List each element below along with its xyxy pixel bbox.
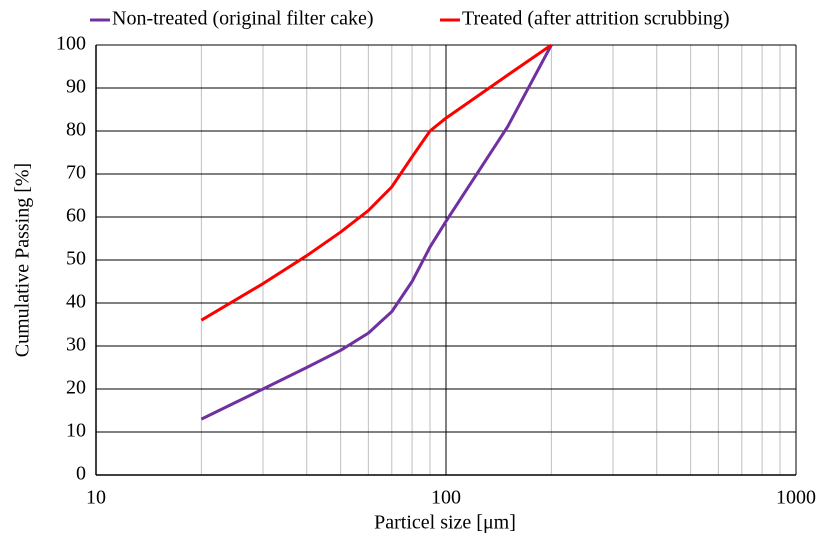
- y-tick-label: 10: [66, 420, 86, 442]
- x-tick-label: 10: [86, 487, 106, 509]
- x-tick-label: 1000: [776, 487, 816, 509]
- y-tick-label: 100: [56, 33, 86, 55]
- y-tick-label: 50: [66, 248, 86, 270]
- y-tick-label: 90: [66, 76, 86, 98]
- legend-label: Non-treated (original filter cake): [112, 8, 374, 30]
- y-tick-label: 80: [66, 119, 86, 141]
- series-line: [200, 43, 553, 322]
- y-tick-label: 60: [66, 205, 86, 227]
- x-tick-label: 100: [431, 487, 461, 509]
- y-axis-label: Cumulative Passing [%]: [12, 163, 34, 357]
- x-axis-label: Particel size [μm]: [374, 512, 516, 534]
- y-tick-label: 70: [66, 162, 86, 184]
- legend-label: Treated (after attrition scrubbing): [462, 8, 730, 30]
- y-tick-label: 0: [76, 463, 86, 485]
- y-tick-label: 20: [66, 377, 86, 399]
- series-line: [200, 44, 553, 421]
- y-tick-label: 40: [66, 291, 86, 313]
- y-tick-label: 30: [66, 334, 86, 356]
